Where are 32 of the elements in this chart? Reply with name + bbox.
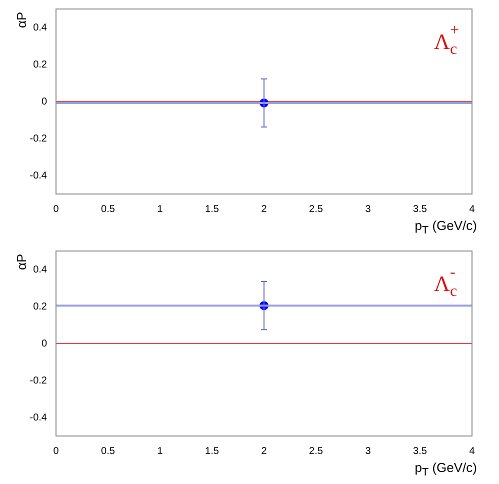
x-tick-label: 2.5 bbox=[309, 446, 324, 457]
x-tick-label: 1 bbox=[157, 446, 164, 457]
y-tick-label: -0.2 bbox=[30, 133, 48, 144]
y-tick-label: -0.4 bbox=[30, 412, 48, 424]
y-axis-title: αP bbox=[14, 254, 29, 270]
y-tick-label: -0.2 bbox=[30, 375, 48, 386]
x-tick-label: 0 bbox=[53, 446, 60, 457]
x-tick-label: 1.5 bbox=[205, 446, 220, 457]
x-tick-label: 1 bbox=[157, 204, 164, 215]
y-tick-label: 0 bbox=[41, 96, 48, 108]
y-tick-label: 0.4 bbox=[33, 264, 48, 276]
x-tick-label: 2 bbox=[261, 204, 268, 215]
x-tick-label: 1.5 bbox=[205, 204, 220, 215]
x-tick-label: 0.5 bbox=[101, 446, 116, 457]
x-tick-label: 0.5 bbox=[101, 204, 116, 215]
x-tick-label: 2 bbox=[261, 446, 268, 457]
x-axis-title: p$_{T}$ (GeV/c) bbox=[414, 460, 477, 479]
y-tick-label: 0 bbox=[41, 338, 48, 350]
x-tick-label: 2.5 bbox=[309, 204, 324, 215]
x-tick-label: 4 bbox=[469, 446, 476, 457]
x-axis-title: p$_{T}$ (GeV/c) bbox=[414, 218, 477, 237]
y-tick-label: 0.2 bbox=[33, 59, 48, 70]
x-tick-label: 3 bbox=[365, 446, 372, 457]
x-tick-label: 0 bbox=[53, 204, 60, 215]
y-axis-title: αP bbox=[14, 12, 29, 28]
x-tick-label: 3.5 bbox=[413, 204, 428, 215]
y-tick-label: -0.4 bbox=[30, 170, 48, 182]
x-tick-label: 3 bbox=[365, 204, 372, 215]
x-tick-label: 3.5 bbox=[413, 446, 428, 457]
x-tick-label: 4 bbox=[469, 204, 476, 215]
y-tick-label: 0.2 bbox=[33, 301, 48, 312]
y-tick-label: 0.4 bbox=[33, 22, 48, 34]
